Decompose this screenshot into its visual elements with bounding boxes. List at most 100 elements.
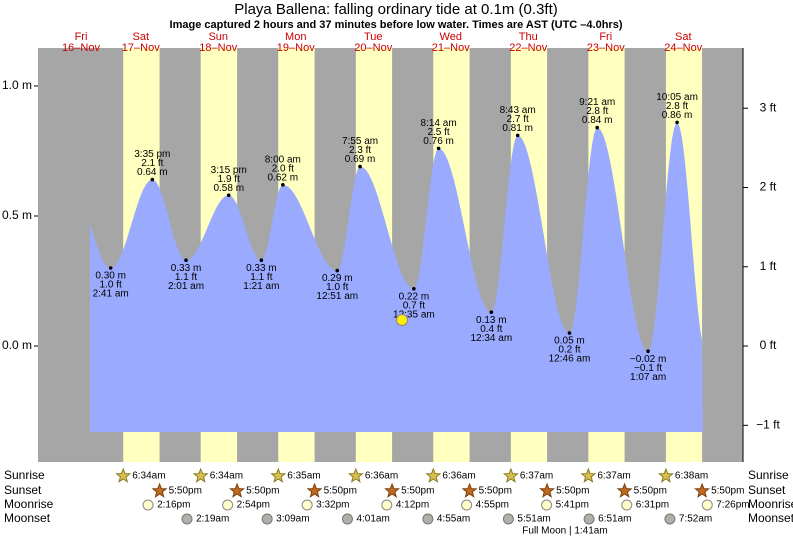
- moonrise-time: 5:41pm: [556, 500, 589, 511]
- tide-point: [226, 193, 231, 197]
- moon-icon: [621, 499, 633, 511]
- y2-tick-label: 2 ft: [760, 180, 777, 194]
- tide-label: −0.02 m: [630, 354, 666, 365]
- tide-label: 10:05 am: [656, 92, 698, 103]
- tide-label: 3:35 pm: [134, 149, 170, 160]
- day-weekday: Mon: [285, 31, 306, 43]
- tide-label: 0.84 m: [582, 115, 613, 126]
- current-tide-marker: [396, 314, 408, 327]
- day-weekday: Thu: [519, 31, 538, 43]
- day-weekday: Tue: [364, 31, 383, 43]
- tide-label: 2.8 ft: [666, 101, 688, 112]
- day-date: 23–Nov: [587, 42, 625, 54]
- tide-point: [675, 120, 679, 125]
- sun-icon: [539, 482, 556, 498]
- tide-label: 1.0 ft: [100, 280, 122, 291]
- moon-icon: [341, 513, 353, 525]
- sunset-time: 5:50pm: [401, 486, 434, 497]
- sunset-time: 5:50pm: [169, 486, 202, 497]
- sunset-time: 5:50pm: [479, 486, 512, 497]
- sunrise-time: 6:37am: [520, 471, 553, 482]
- sun-icon: [502, 467, 519, 483]
- tide-label: 2:01 am: [168, 281, 204, 292]
- y-tick-label: 1.0 m: [2, 78, 32, 92]
- y2-tick-label: 3 ft: [760, 100, 777, 114]
- moon-icon: [261, 513, 273, 525]
- tide-label: 12:34 am: [470, 333, 512, 344]
- row-label: Moonset: [4, 511, 51, 525]
- plot: 0.30 m1.0 ft2:41 am3:35 pm2.1 ft0.64 m0.…: [90, 92, 703, 432]
- tide-point: [412, 287, 416, 291]
- full-moon-note: Full Moon | 1:41am: [522, 526, 607, 537]
- tide-point: [567, 331, 572, 335]
- sun-icon: [616, 482, 633, 498]
- moonset-time: 7:52am: [679, 514, 712, 525]
- moonrise-time: 6:31pm: [636, 500, 669, 511]
- sun-icon: [384, 482, 401, 498]
- moonset-time: 5:51am: [517, 514, 550, 525]
- tide-label: 2.0 ft: [272, 163, 294, 174]
- tide-label: 0.22 m: [399, 291, 430, 302]
- tide-label: 2.3 ft: [349, 145, 371, 156]
- day-weekday: Sat: [132, 31, 149, 43]
- row-label: Moonset: [748, 511, 793, 525]
- tide-label: 8:14 am: [421, 118, 457, 129]
- moonset-time: 3:09am: [276, 514, 309, 525]
- tide-label: 8:00 am: [265, 154, 301, 165]
- row-label: Sunrise: [748, 468, 789, 482]
- tide-label: 12:46 am: [549, 354, 591, 365]
- tide-label: 1.0 ft: [326, 282, 348, 293]
- row-label: Sunrise: [4, 468, 45, 482]
- day-weekday: Sat: [675, 31, 692, 43]
- day-date: 20–Nov: [354, 42, 392, 54]
- sun-icon: [270, 467, 287, 483]
- row-label: Sunset: [748, 483, 786, 497]
- sunrise-time: 6:36am: [442, 471, 475, 482]
- moonset-time: 6:51am: [598, 514, 631, 525]
- moonrise-time: 4:55pm: [476, 500, 509, 511]
- moon-icon: [664, 513, 676, 525]
- day-date: 18–Nov: [199, 42, 237, 54]
- tide-point: [281, 182, 285, 187]
- chart-title: Playa Ballena: falling ordinary tide at …: [234, 1, 558, 18]
- tide-label: 2:41 am: [93, 289, 129, 300]
- tide-point: [489, 310, 494, 315]
- moonset-time: 2:19am: [196, 514, 229, 525]
- day-date: 22–Nov: [509, 42, 547, 54]
- tide-label: 0.33 m: [246, 263, 277, 274]
- tide-label: 0.4 ft: [480, 324, 502, 335]
- moon-icon: [301, 499, 313, 511]
- day-date: 19–Nov: [277, 42, 315, 54]
- sun-icon: [461, 482, 478, 498]
- sun-icon: [151, 482, 168, 498]
- tide-label: 0.64 m: [137, 167, 168, 178]
- day-weekday: Sun: [208, 31, 228, 43]
- sun-icon: [115, 467, 132, 483]
- tide-label: 3:15 pm: [211, 165, 247, 176]
- tide-point: [108, 266, 113, 270]
- y-tick-label: 0.0 m: [2, 338, 32, 352]
- sunrise-time: 6:35am: [287, 471, 320, 482]
- tide-label: 0.86 m: [662, 110, 693, 121]
- tide-label: 0.81 m: [502, 123, 533, 134]
- row-label: Moonrise: [748, 497, 793, 511]
- moon-icon: [142, 499, 154, 511]
- sunrise-time: 6:37am: [597, 471, 630, 482]
- sunset-time: 5:50pm: [246, 486, 279, 497]
- day-weekday: Fri: [75, 31, 88, 43]
- moonset-time: 4:55am: [437, 514, 470, 525]
- tide-label: 0.76 m: [423, 136, 454, 147]
- row-label: Moonrise: [4, 497, 54, 511]
- tide-area: [90, 123, 703, 432]
- row-label: Sunset: [4, 483, 42, 497]
- sun-icon: [229, 482, 246, 498]
- moon-icon: [222, 499, 234, 511]
- tide-label: 0.2 ft: [558, 345, 580, 356]
- tide-label: 0.69 m: [345, 154, 376, 165]
- day-weekday: Fri: [599, 31, 612, 43]
- sun-icon: [306, 482, 323, 498]
- sunrise-time: 6:34am: [132, 471, 165, 482]
- sun-icon: [580, 467, 597, 483]
- y2-tick-label: 0 ft: [760, 338, 777, 352]
